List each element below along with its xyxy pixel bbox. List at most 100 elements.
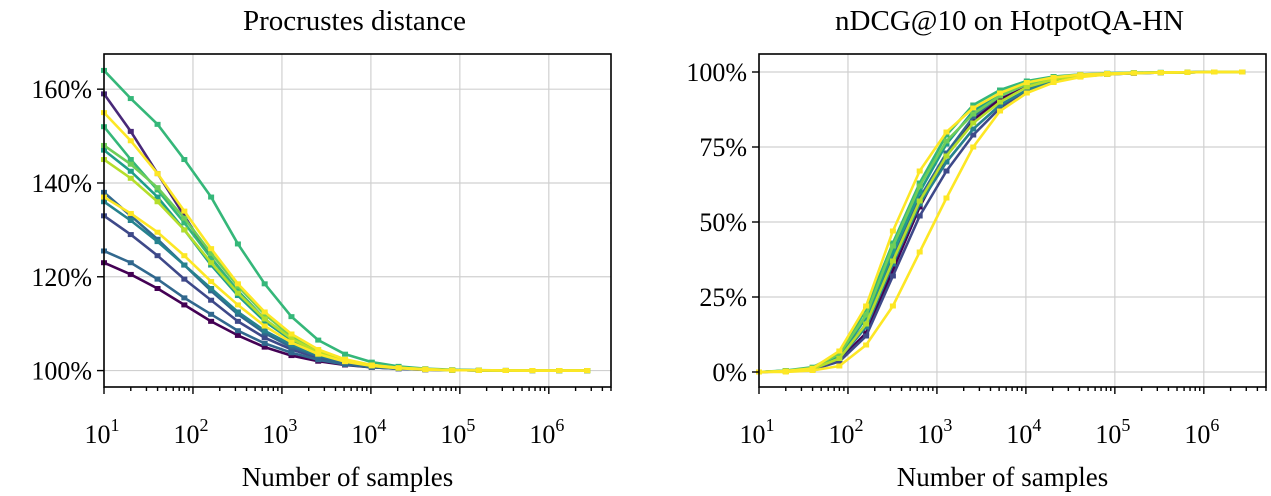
data-point <box>943 129 950 135</box>
data-point <box>208 194 215 200</box>
data-point <box>997 108 1004 114</box>
data-point <box>1184 69 1191 75</box>
data-point <box>1023 87 1030 93</box>
data-point <box>261 335 268 341</box>
data-point <box>889 303 896 309</box>
x-axis: 101 102 103 104 105 106 <box>740 387 1267 449</box>
data-point <box>943 150 950 156</box>
x-tick-base: 10 <box>1006 420 1032 449</box>
y-tick-label: 120% <box>31 263 92 292</box>
y-axis: 100% 120% 140% 160% <box>31 75 104 386</box>
x-tick-exponent: 5 <box>1121 415 1130 435</box>
series-line <box>103 200 588 372</box>
data-point <box>127 175 134 181</box>
data-point <box>943 153 950 159</box>
x-tick-label: 106 <box>529 415 564 449</box>
data-point <box>863 333 870 339</box>
x-tick-exponent: 2 <box>199 415 208 435</box>
data-point <box>154 185 161 191</box>
data-point <box>234 309 241 315</box>
data-point <box>154 194 161 200</box>
data-point <box>127 157 134 163</box>
plot-frame <box>103 53 612 388</box>
data-point <box>234 241 241 247</box>
data-point <box>315 346 322 352</box>
data-point <box>181 295 188 301</box>
data-point <box>863 321 870 327</box>
data-point <box>970 114 977 120</box>
data-point <box>422 367 429 373</box>
x-axis: 101 102 103 104 105 106 <box>85 387 612 449</box>
data-point <box>288 353 295 359</box>
data-point <box>127 168 134 174</box>
x-axis-label: Number of samples <box>242 462 453 492</box>
data-point <box>181 302 188 308</box>
data-point <box>1050 80 1057 85</box>
series-group <box>101 67 591 374</box>
x-tick-label: 106 <box>1184 415 1219 449</box>
chart-procrustes-distance: 101 102 103 104 105 106100%120%140%160%Procru… <box>31 5 612 492</box>
data-point <box>997 90 1004 96</box>
data-point <box>154 229 161 235</box>
data-point <box>916 180 923 186</box>
data-point <box>1104 71 1111 77</box>
x-tick-label: 101 <box>740 415 775 449</box>
data-point <box>970 144 977 150</box>
data-point <box>970 111 977 117</box>
data-point <box>127 128 134 134</box>
data-point <box>916 183 923 189</box>
data-point <box>154 286 161 292</box>
data-point <box>529 368 536 374</box>
data-point <box>997 105 1004 111</box>
data-point <box>1023 80 1030 85</box>
data-point <box>1239 69 1246 75</box>
data-point <box>1130 70 1137 76</box>
data-point <box>502 367 509 373</box>
data-point <box>970 105 977 111</box>
data-point <box>127 232 134 238</box>
data-point <box>1077 74 1084 80</box>
x-tick-label: 104 <box>351 415 386 449</box>
data-point <box>997 87 1004 93</box>
data-point <box>181 220 188 226</box>
y-tick-label: 160% <box>31 75 92 104</box>
x-tick-base: 10 <box>1184 420 1210 449</box>
data-point <box>288 336 295 342</box>
data-point <box>261 344 268 350</box>
data-point <box>836 351 843 357</box>
data-point <box>181 157 188 163</box>
data-point <box>181 215 188 221</box>
x-tick-exponent: 3 <box>943 415 952 435</box>
data-point <box>181 227 188 233</box>
chart-title: Procrustes distance <box>243 5 466 37</box>
x-tick-label: 104 <box>1006 415 1041 449</box>
data-point <box>288 331 295 337</box>
x-tick-base: 10 <box>917 420 943 449</box>
data-point <box>809 368 816 373</box>
x-tick-exponent: 5 <box>466 415 475 435</box>
data-point <box>863 303 870 309</box>
x-tick-exponent: 1 <box>111 415 120 435</box>
data-point <box>836 348 843 354</box>
data-point <box>234 332 241 338</box>
data-point <box>154 253 161 259</box>
data-point <box>208 260 215 266</box>
x-tick-exponent: 3 <box>288 415 297 435</box>
data-point <box>863 342 870 348</box>
x-tick-label: 103 <box>917 415 952 449</box>
x-tick-label: 105 <box>1095 415 1130 449</box>
data-point <box>970 117 977 123</box>
x-tick-exponent: 4 <box>377 415 386 435</box>
data-point <box>943 132 950 138</box>
data-point <box>154 121 161 127</box>
data-point <box>916 213 923 219</box>
y-tick-label: 25% <box>699 283 747 312</box>
data-point <box>916 249 923 255</box>
data-point <box>315 357 322 363</box>
data-point <box>181 253 188 259</box>
data-point <box>181 276 188 282</box>
data-point <box>127 218 134 223</box>
data-point <box>342 359 349 365</box>
data-point <box>863 306 870 312</box>
